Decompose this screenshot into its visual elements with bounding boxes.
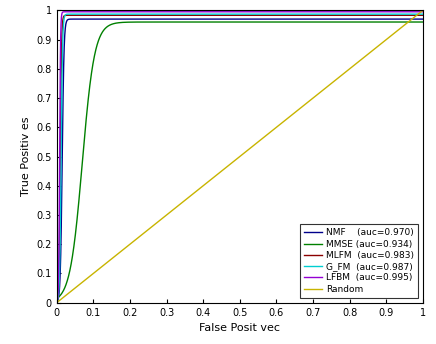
G_FM  (auc=0.987) [343, 12, 348, 16]
MMSE (auc=0.934) [410, 20, 415, 24]
NMF    (auc=0.970) [73, 17, 78, 21]
NMF    (auc=0.970) [420, 17, 426, 21]
G_FM  (auc=0.987) [410, 12, 415, 16]
G_FM  (auc=0.987) [420, 12, 426, 16]
Line: MMSE (auc=0.934): MMSE (auc=0.934) [57, 22, 423, 299]
LFBM  (auc=0.995) [74, 10, 79, 14]
MLFM  (auc=0.983) [73, 13, 78, 17]
MLFM  (auc=0.983) [410, 13, 415, 17]
MMSE (auc=0.934) [73, 233, 78, 237]
MLFM  (auc=0.983) [410, 13, 415, 17]
LFBM  (auc=0.995) [54, 300, 59, 304]
G_FM  (auc=0.987) [85, 12, 91, 16]
Line: LFBM  (auc=0.995): LFBM (auc=0.995) [57, 12, 423, 302]
NMF    (auc=0.970) [54, 300, 59, 304]
MMSE (auc=0.934) [410, 20, 415, 24]
Line: G_FM  (auc=0.987): G_FM (auc=0.987) [57, 14, 423, 302]
LFBM  (auc=0.995) [223, 10, 228, 14]
MMSE (auc=0.934) [420, 20, 426, 24]
MMSE (auc=0.934) [343, 20, 348, 24]
MMSE (auc=0.934) [222, 20, 228, 24]
LFBM  (auc=0.995) [343, 10, 348, 14]
NMF    (auc=0.970) [343, 17, 348, 21]
NMF    (auc=0.970) [410, 17, 415, 21]
G_FM  (auc=0.987) [54, 300, 59, 304]
MLFM  (auc=0.983) [232, 13, 238, 17]
LFBM  (auc=0.995) [232, 10, 238, 14]
MLFM  (auc=0.983) [223, 13, 228, 17]
NMF    (auc=0.970) [410, 17, 415, 21]
G_FM  (auc=0.987) [232, 12, 238, 16]
G_FM  (auc=0.987) [223, 12, 228, 16]
G_FM  (auc=0.987) [73, 12, 78, 16]
LFBM  (auc=0.995) [73, 10, 78, 14]
MMSE (auc=0.934) [54, 297, 59, 301]
MMSE (auc=0.934) [232, 20, 237, 24]
Line: MLFM  (auc=0.983): MLFM (auc=0.983) [57, 15, 423, 302]
X-axis label: False Posit vec: False Posit vec [199, 323, 280, 333]
NMF    (auc=0.970) [232, 17, 238, 21]
LFBM  (auc=0.995) [410, 10, 415, 14]
LFBM  (auc=0.995) [420, 10, 426, 14]
MLFM  (auc=0.983) [343, 13, 348, 17]
MLFM  (auc=0.983) [81, 13, 86, 17]
NMF    (auc=0.970) [223, 17, 228, 21]
Legend: NMF    (auc=0.970), MMSE (auc=0.934), MLFM  (auc=0.983), G_FM  (auc=0.987), LFBM: NMF (auc=0.970), MMSE (auc=0.934), MLFM … [300, 224, 419, 298]
MMSE (auc=0.934) [306, 20, 311, 24]
Line: NMF    (auc=0.970): NMF (auc=0.970) [57, 19, 423, 302]
G_FM  (auc=0.987) [410, 12, 415, 16]
LFBM  (auc=0.995) [410, 10, 415, 14]
NMF    (auc=0.970) [93, 17, 99, 21]
MLFM  (auc=0.983) [420, 13, 426, 17]
Y-axis label: True Positiv es: True Positiv es [21, 117, 31, 196]
MLFM  (auc=0.983) [54, 300, 59, 304]
